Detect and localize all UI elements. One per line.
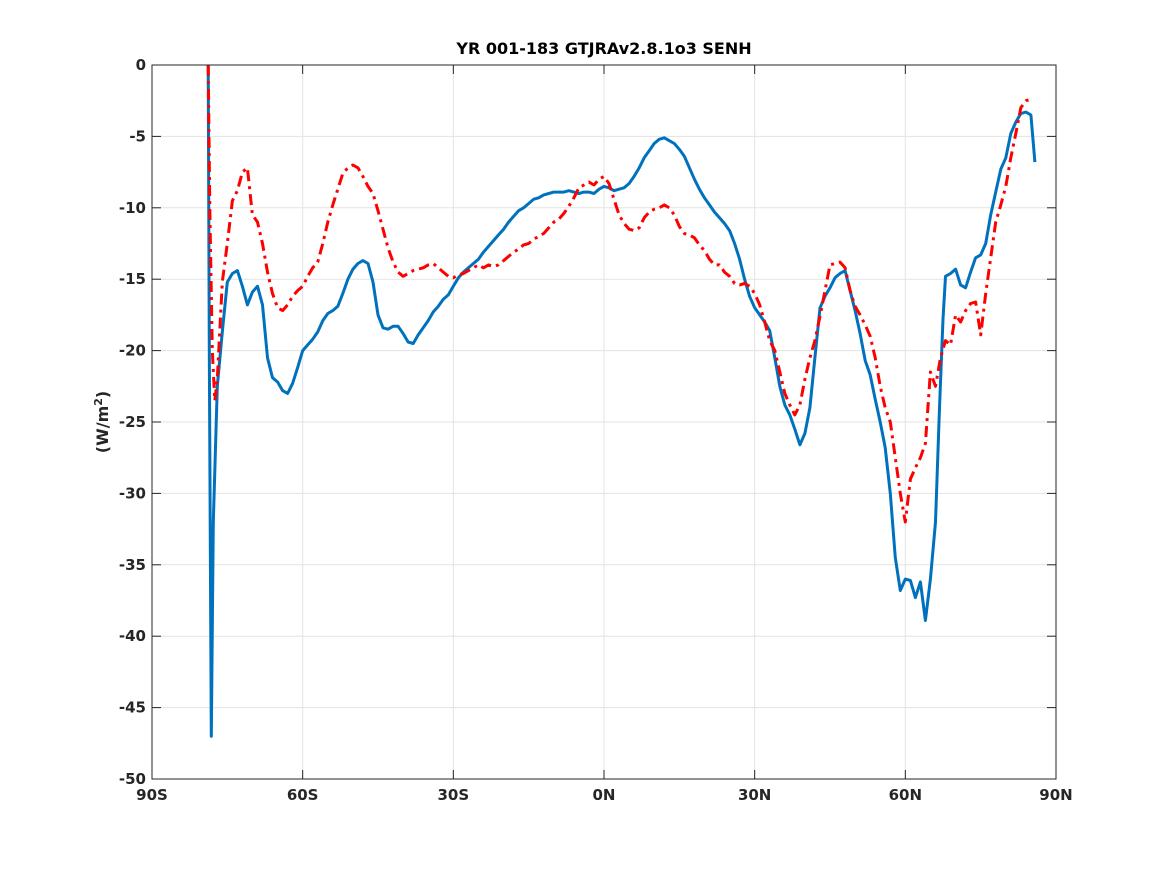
y-tick-label: -35 (119, 556, 146, 574)
x-tick-label: 90N (1039, 786, 1072, 804)
y-tick-labels: 0 -5 -10 -15 -20 -25 -30 -35 -40 -45 -50 (119, 56, 146, 788)
y-tick-label: -20 (119, 342, 146, 360)
series-line-1 (206, 64, 1037, 738)
x-tick-label: 90S (136, 786, 168, 804)
y-tick-label: -40 (119, 627, 146, 645)
x-tick-label: 30N (738, 786, 771, 804)
y-tick-label: -5 (129, 127, 146, 145)
x-tick-labels: 90S 60S 30S 0N 30N 60N 90N (136, 786, 1073, 804)
x-tick-label: 30S (437, 786, 469, 804)
y-tick-label: -25 (119, 413, 146, 431)
x-tick-label: 0N (593, 786, 616, 804)
series-layer (206, 64, 1037, 738)
ticks (151, 64, 1057, 780)
y-tick-label: -30 (119, 484, 146, 502)
y-axis-label-prefix: (W/m (93, 406, 112, 453)
y-axis-label-sup: 2 (92, 398, 105, 406)
chart-title: YR 001-183 GTJRAv2.8.1o3 SENH (455, 39, 751, 58)
y-tick-label: -15 (119, 270, 146, 288)
x-tick-label: 60S (287, 786, 319, 804)
y-tick-label: -10 (119, 199, 146, 217)
y-tick-label: 0 (136, 56, 146, 74)
y-axis-label-suffix: ) (93, 391, 112, 398)
y-tick-label: -45 (119, 699, 146, 717)
y-tick-label: -50 (119, 770, 146, 788)
x-tick-label: 60N (889, 786, 922, 804)
y-axis-label: (W/m2) (92, 391, 113, 453)
